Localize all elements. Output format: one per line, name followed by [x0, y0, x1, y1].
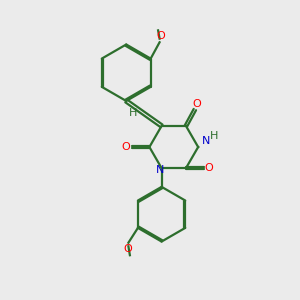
Text: O: O: [123, 244, 132, 254]
Text: O: O: [122, 142, 130, 152]
Text: O: O: [157, 31, 166, 41]
Text: O: O: [205, 163, 214, 173]
Text: N: N: [156, 165, 164, 175]
Text: H: H: [128, 108, 137, 118]
Text: H: H: [209, 131, 218, 141]
Text: N: N: [202, 136, 211, 146]
Text: O: O: [192, 99, 201, 109]
